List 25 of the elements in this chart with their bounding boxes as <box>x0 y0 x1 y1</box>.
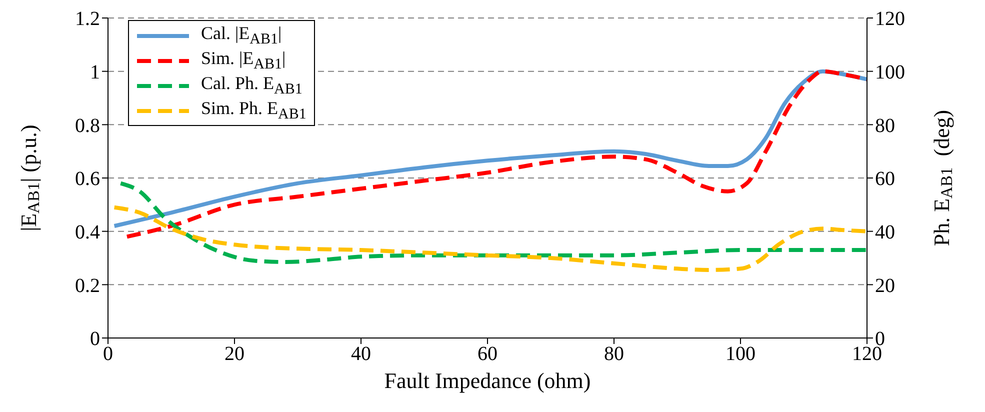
legend-label: Cal. |E$_{AB1}$| <box>201 22 282 48</box>
y2-tick-label: 60 <box>875 168 895 190</box>
y2-tick-label: 80 <box>875 114 895 137</box>
x-tick-label: 100 <box>726 343 756 366</box>
y-tick-label: 0.6 <box>75 168 100 190</box>
y-tick-label: 0.8 <box>75 114 100 137</box>
line-series <box>118 181 867 264</box>
y2-tick-label: 40 <box>875 221 895 244</box>
y-tick-label: 0.4 <box>75 221 100 244</box>
legend-label: Sim. |E$_{AB1}$| <box>201 48 286 74</box>
x-axis-title: Fault Impedance (ohm) <box>384 368 591 393</box>
x-tick-label: 40 <box>351 343 371 366</box>
y2-tick-label: 20 <box>875 274 895 297</box>
y-tick-label: 1.2 <box>75 8 100 30</box>
line-series <box>112 205 867 272</box>
x-tick-label: 20 <box>224 343 244 366</box>
legend-label: Sim. Ph. E$_{AB1}$ <box>201 98 306 124</box>
y2-tick-label: 100 <box>875 61 905 84</box>
y-tick-label: 1 <box>90 61 100 84</box>
x-tick-label: 60 <box>478 343 498 366</box>
y-tick-label: 0.2 <box>75 274 100 297</box>
y2-tick-label: 120 <box>875 8 905 30</box>
x-tick-label: 80 <box>604 343 624 366</box>
legend-label: Cal. Ph. E$_{AB1}$ <box>201 72 302 98</box>
y-tick-label: 0 <box>90 328 100 350</box>
